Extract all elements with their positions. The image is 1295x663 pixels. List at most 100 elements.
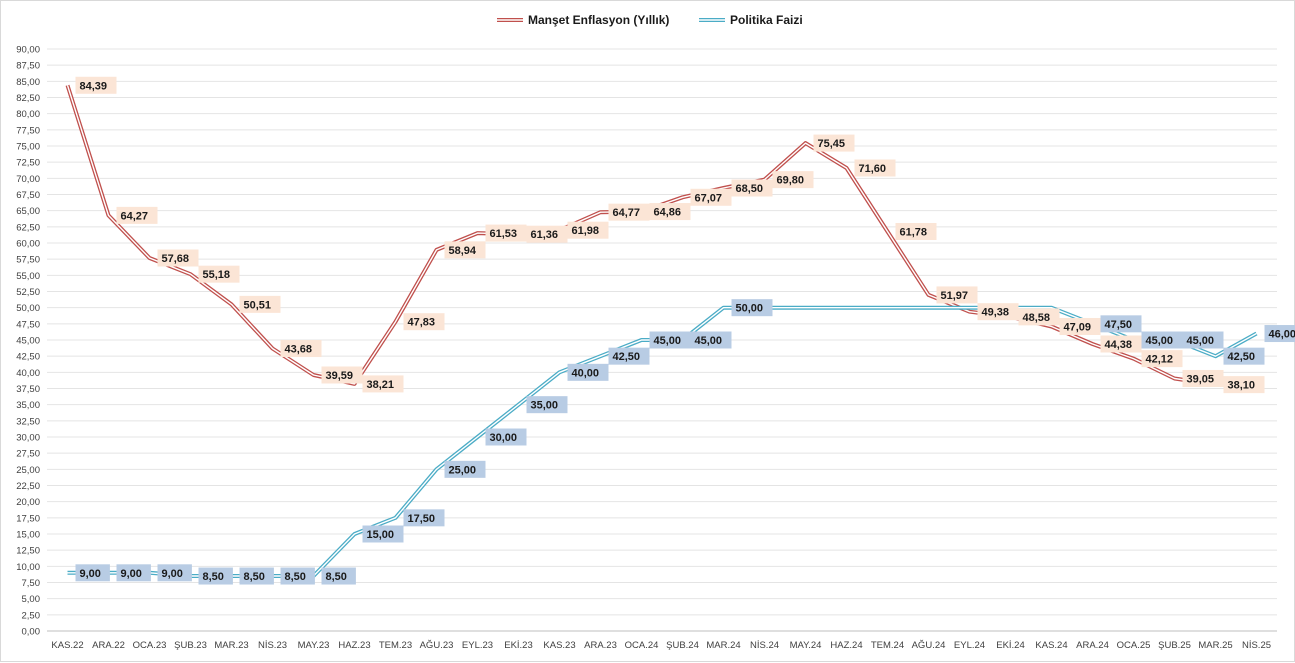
data-label: 45,00 <box>1187 335 1215 347</box>
data-label: 8,50 <box>244 571 265 583</box>
y-tick-label: 2,50 <box>22 610 41 621</box>
x-tick-label: AĞU.24 <box>912 640 946 651</box>
x-tick-label: KAS.22 <box>51 640 83 651</box>
y-tick-label: 60,00 <box>16 239 40 250</box>
x-tick-label: MAR.25 <box>1198 640 1232 651</box>
data-label-group: 17,50 <box>404 509 445 526</box>
data-label-group: 8,50 <box>281 568 315 585</box>
data-label: 50,51 <box>244 299 272 311</box>
data-label-group: 15,00 <box>363 526 404 543</box>
data-label: 84,39 <box>80 80 108 92</box>
y-tick-label: 22,50 <box>16 481 40 492</box>
data-label-group: 30,00 <box>486 429 527 446</box>
data-label: 45,00 <box>695 335 723 347</box>
data-label-group: 69,80 <box>773 171 814 188</box>
data-label-group: 57,68 <box>158 250 199 267</box>
x-tick-label: MAY.24 <box>790 640 822 651</box>
legend-label-inflation: Manşet Enflasyon (Yıllık) <box>528 13 669 27</box>
y-tick-label: 72,50 <box>16 158 40 169</box>
x-tick-label: TEM.23 <box>379 640 412 651</box>
x-tick-label: ŞUB.25 <box>1158 640 1191 651</box>
x-tick-label: EKİ.23 <box>504 640 533 651</box>
y-tick-label: 30,00 <box>16 433 40 444</box>
y-tick-label: 20,00 <box>16 497 40 508</box>
data-label: 50,00 <box>736 303 764 315</box>
y-tick-label: 47,50 <box>16 319 40 330</box>
data-label: 47,09 <box>1064 321 1092 333</box>
data-label-group: 64,27 <box>117 207 158 224</box>
y-tick-label: 80,00 <box>16 109 40 120</box>
y-tick-label: 77,50 <box>16 125 40 136</box>
data-label: 61,53 <box>490 228 518 240</box>
data-label-group: 42,50 <box>609 348 650 365</box>
data-label: 55,18 <box>203 269 231 281</box>
data-label-group: 61,36 <box>527 226 568 243</box>
data-label-group: 61,78 <box>896 223 937 240</box>
data-label: 47,83 <box>408 317 436 329</box>
data-label: 51,97 <box>941 290 969 302</box>
data-label-group: 9,00 <box>117 564 151 581</box>
y-tick-label: 45,00 <box>16 336 40 347</box>
data-label: 45,00 <box>1146 335 1174 347</box>
data-label: 9,00 <box>121 568 142 580</box>
y-tick-label: 87,50 <box>16 61 40 72</box>
data-label-group: 50,51 <box>240 296 281 313</box>
y-tick-label: 7,50 <box>22 578 41 589</box>
data-label-group: 39,05 <box>1183 370 1224 387</box>
data-label-group: 38,10 <box>1224 376 1265 393</box>
y-tick-label: 35,00 <box>16 400 40 411</box>
data-label-group: 8,50 <box>322 568 356 585</box>
y-axis: 0,002,505,007,5010,0012,5015,0017,5020,0… <box>16 45 40 638</box>
x-tick-label: ARA.24 <box>1076 640 1109 651</box>
y-tick-label: 5,00 <box>22 594 41 605</box>
data-label: 8,50 <box>285 571 306 583</box>
data-label-group: 45,00 <box>650 332 691 349</box>
data-label-group: 50,00 <box>732 299 773 316</box>
x-tick-label: ARA.23 <box>584 640 617 651</box>
data-label: 61,78 <box>900 226 928 238</box>
x-tick-label: HAZ.24 <box>830 640 862 651</box>
data-label: 38,21 <box>367 379 395 391</box>
data-label: 15,00 <box>367 529 395 541</box>
x-tick-label: OCA.23 <box>133 640 167 651</box>
data-label: 44,38 <box>1105 339 1133 351</box>
data-label: 42,50 <box>613 351 641 363</box>
data-label: 64,77 <box>613 207 641 219</box>
x-tick-label: ŞUB.23 <box>174 640 207 651</box>
data-label-group: 43,68 <box>281 340 322 357</box>
data-label: 48,58 <box>1023 312 1051 324</box>
x-tick-label: EKİ.24 <box>996 640 1025 651</box>
data-label-group: 8,50 <box>240 568 274 585</box>
y-tick-label: 70,00 <box>16 174 40 185</box>
data-label-group: 38,21 <box>363 375 404 392</box>
data-label: 61,36 <box>531 229 559 241</box>
data-label-group: 47,50 <box>1101 315 1142 332</box>
data-label-group: 64,77 <box>609 204 650 221</box>
data-label-group: 47,83 <box>404 313 445 330</box>
x-tick-label: ŞUB.24 <box>666 640 699 651</box>
x-tick-label: HAZ.23 <box>338 640 370 651</box>
y-tick-label: 55,00 <box>16 271 40 282</box>
y-tick-label: 65,00 <box>16 206 40 217</box>
data-label-group: 51,97 <box>937 286 978 303</box>
data-label: 69,80 <box>777 175 805 187</box>
data-label-group: 55,18 <box>199 266 240 283</box>
x-tick-label: EYL.24 <box>954 640 985 651</box>
data-label-group: 45,00 <box>1142 332 1183 349</box>
data-label-group: 35,00 <box>527 396 568 413</box>
data-label-group: 47,09 <box>1060 318 1101 335</box>
x-tick-label: MAR.23 <box>214 640 248 651</box>
data-label: 9,00 <box>80 568 101 580</box>
x-tick-label: OCA.25 <box>1117 640 1151 651</box>
data-label: 75,45 <box>818 138 846 150</box>
y-tick-label: 75,00 <box>16 142 40 153</box>
x-tick-label: MAR.24 <box>706 640 740 651</box>
x-tick-label: KAS.23 <box>543 640 575 651</box>
data-label-group: 39,59 <box>322 366 363 383</box>
data-label: 38,10 <box>1228 380 1256 392</box>
data-label-group: 67,07 <box>691 189 732 206</box>
data-label: 64,86 <box>654 207 682 219</box>
y-tick-label: 37,50 <box>16 384 40 395</box>
y-tick-label: 62,50 <box>16 222 40 233</box>
data-label: 68,50 <box>736 183 764 195</box>
